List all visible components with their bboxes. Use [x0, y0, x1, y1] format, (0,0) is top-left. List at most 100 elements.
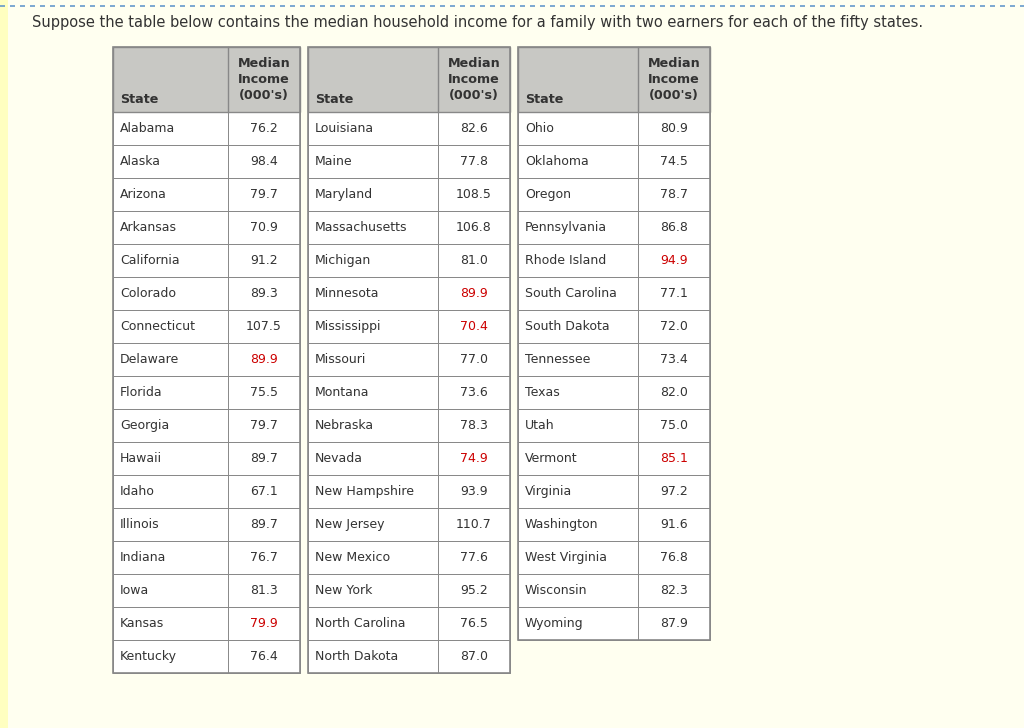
Text: Median
Income
(000's): Median Income (000's) — [647, 57, 700, 102]
Text: Florida: Florida — [120, 386, 163, 399]
Bar — [113, 607, 300, 640]
Text: Wisconsin: Wisconsin — [525, 584, 588, 597]
Text: 76.4: 76.4 — [250, 650, 278, 663]
Bar — [113, 475, 300, 508]
Bar — [518, 607, 710, 640]
Text: 97.2: 97.2 — [660, 485, 688, 498]
Bar — [518, 475, 710, 508]
Text: 108.5: 108.5 — [456, 188, 492, 201]
Text: 82.3: 82.3 — [660, 584, 688, 597]
Bar — [308, 178, 510, 211]
Bar — [113, 409, 300, 442]
Text: Idaho: Idaho — [120, 485, 155, 498]
Bar — [113, 47, 300, 112]
Text: New Hampshire: New Hampshire — [315, 485, 414, 498]
Bar — [113, 145, 300, 178]
Bar — [518, 343, 710, 376]
Text: 79.7: 79.7 — [250, 419, 278, 432]
Text: 77.1: 77.1 — [660, 287, 688, 300]
Text: 77.6: 77.6 — [460, 551, 488, 564]
Text: 91.2: 91.2 — [250, 254, 278, 267]
Text: South Dakota: South Dakota — [525, 320, 609, 333]
Text: 85.1: 85.1 — [660, 452, 688, 465]
Bar — [518, 47, 710, 640]
Bar — [113, 442, 300, 475]
Text: 78.3: 78.3 — [460, 419, 488, 432]
Text: Maine: Maine — [315, 155, 352, 168]
Text: Mississippi: Mississippi — [315, 320, 382, 333]
Bar — [113, 343, 300, 376]
Text: 89.7: 89.7 — [250, 452, 278, 465]
Text: 89.9: 89.9 — [460, 287, 487, 300]
Text: Delaware: Delaware — [120, 353, 179, 366]
Bar — [113, 574, 300, 607]
Bar — [308, 343, 510, 376]
Bar — [113, 47, 300, 673]
Bar — [113, 211, 300, 244]
Text: West Virginia: West Virginia — [525, 551, 607, 564]
Text: 78.7: 78.7 — [660, 188, 688, 201]
Bar — [518, 409, 710, 442]
Text: Arizona: Arizona — [120, 188, 167, 201]
Text: Arkansas: Arkansas — [120, 221, 177, 234]
Text: 89.9: 89.9 — [250, 353, 278, 366]
Text: New Mexico: New Mexico — [315, 551, 390, 564]
Bar — [308, 640, 510, 673]
Bar — [113, 376, 300, 409]
Text: 76.2: 76.2 — [250, 122, 278, 135]
Bar — [308, 442, 510, 475]
Text: Missouri: Missouri — [315, 353, 367, 366]
Text: 86.8: 86.8 — [660, 221, 688, 234]
Bar — [308, 409, 510, 442]
Text: 80.9: 80.9 — [660, 122, 688, 135]
Text: 70.4: 70.4 — [460, 320, 488, 333]
Text: State: State — [120, 93, 159, 106]
Bar — [308, 607, 510, 640]
Text: Minnesota: Minnesota — [315, 287, 380, 300]
Bar — [308, 47, 510, 112]
Bar — [518, 541, 710, 574]
Bar — [308, 112, 510, 145]
Text: Connecticut: Connecticut — [120, 320, 195, 333]
Bar — [518, 211, 710, 244]
Text: Maryland: Maryland — [315, 188, 373, 201]
Text: Kansas: Kansas — [120, 617, 164, 630]
Bar — [518, 178, 710, 211]
Text: Iowa: Iowa — [120, 584, 150, 597]
Bar — [0, 0, 8, 728]
Text: Ohio: Ohio — [525, 122, 554, 135]
Bar — [308, 211, 510, 244]
Text: 75.5: 75.5 — [250, 386, 278, 399]
Text: Louisiana: Louisiana — [315, 122, 374, 135]
Text: 95.2: 95.2 — [460, 584, 487, 597]
Bar — [518, 574, 710, 607]
Text: Alaska: Alaska — [120, 155, 161, 168]
Text: North Dakota: North Dakota — [315, 650, 398, 663]
Bar — [518, 376, 710, 409]
Text: Colorado: Colorado — [120, 287, 176, 300]
Bar — [518, 508, 710, 541]
Text: 79.7: 79.7 — [250, 188, 278, 201]
Text: Nebraska: Nebraska — [315, 419, 374, 432]
Text: 70.9: 70.9 — [250, 221, 278, 234]
Bar — [308, 244, 510, 277]
Bar — [113, 541, 300, 574]
Text: New Jersey: New Jersey — [315, 518, 384, 531]
Bar — [518, 310, 710, 343]
Text: 91.6: 91.6 — [660, 518, 688, 531]
Text: Pennsylvania: Pennsylvania — [525, 221, 607, 234]
Text: California: California — [120, 254, 179, 267]
Text: Median
Income
(000's): Median Income (000's) — [238, 57, 291, 102]
Text: 76.7: 76.7 — [250, 551, 278, 564]
Text: 73.4: 73.4 — [660, 353, 688, 366]
Text: 98.4: 98.4 — [250, 155, 278, 168]
Text: Montana: Montana — [315, 386, 370, 399]
Text: Texas: Texas — [525, 386, 560, 399]
Text: 81.0: 81.0 — [460, 254, 488, 267]
Bar — [308, 277, 510, 310]
Text: 89.7: 89.7 — [250, 518, 278, 531]
Bar — [113, 277, 300, 310]
Text: 87.0: 87.0 — [460, 650, 488, 663]
Text: Tennessee: Tennessee — [525, 353, 591, 366]
Bar — [308, 574, 510, 607]
